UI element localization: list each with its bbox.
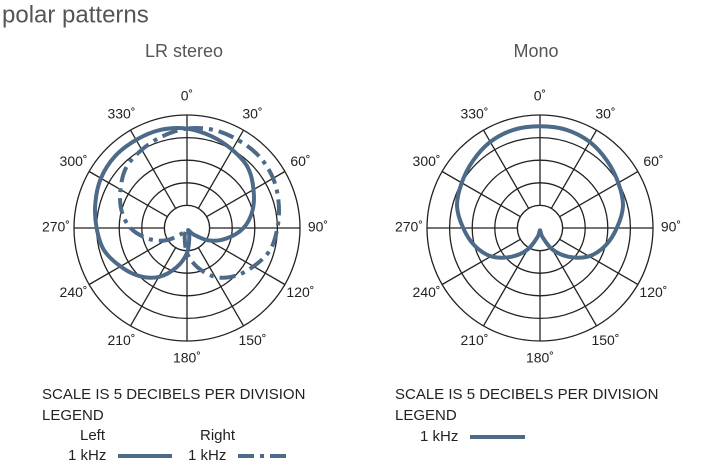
- grid-spoke: [129, 247, 177, 327]
- angle-label: 150˚: [591, 332, 619, 348]
- angle-label: 270˚: [395, 219, 423, 235]
- grid-spoke: [441, 238, 521, 286]
- legend-label: 1 kHz: [68, 447, 106, 464]
- grid-spoke: [197, 247, 245, 327]
- angle-label: 300˚: [60, 153, 88, 169]
- legend-name: Right: [200, 427, 236, 444]
- angle-label: 330˚: [107, 105, 135, 121]
- angle-label: 120˚: [286, 284, 314, 300]
- legend-name: Left: [80, 427, 106, 444]
- grid-spoke: [482, 247, 530, 327]
- grid-spoke: [559, 170, 639, 218]
- angle-label: 0˚: [534, 88, 546, 104]
- polar-curve: [118, 125, 282, 280]
- grid-spoke: [559, 238, 639, 286]
- angle-label: 30˚: [595, 105, 615, 121]
- angle-label: 0˚: [181, 88, 193, 104]
- chart-title: Mono: [513, 41, 558, 61]
- legend-title: LEGEND: [395, 407, 457, 424]
- polar-curve: [454, 124, 626, 260]
- angle-label: 180˚: [173, 350, 201, 366]
- angle-label: 60˚: [290, 153, 310, 169]
- angle-label: 60˚: [643, 153, 663, 169]
- angle-label: 180˚: [526, 350, 554, 366]
- legend-title: LEGEND: [42, 407, 104, 424]
- grid-spoke: [550, 247, 598, 327]
- grid-spoke: [441, 170, 521, 218]
- angle-label: 240˚: [413, 284, 441, 300]
- angle-label: 150˚: [238, 332, 266, 348]
- grid-spoke: [88, 238, 168, 286]
- angle-label: 30˚: [242, 105, 262, 121]
- angle-label: 270˚: [42, 219, 70, 235]
- angle-label: 210˚: [460, 332, 488, 348]
- angle-label: 210˚: [107, 332, 135, 348]
- polar-curve: [92, 125, 256, 280]
- page-title: polar patterns: [2, 1, 149, 28]
- grid-ring: [516, 204, 564, 252]
- angle-label: 120˚: [639, 284, 667, 300]
- grid-spoke: [206, 238, 286, 286]
- grid-spoke: [129, 129, 177, 209]
- legend-label: 1 kHz: [188, 447, 226, 464]
- angle-label: 300˚: [413, 153, 441, 169]
- legend-name: 1 kHz: [420, 428, 458, 445]
- angle-label: 240˚: [60, 284, 88, 300]
- chart-title: LR stereo: [145, 41, 223, 61]
- angle-label: 90˚: [308, 219, 328, 235]
- scale-note: SCALE IS 5 DECIBELS PER DIVISION: [42, 386, 305, 403]
- angle-label: 90˚: [661, 219, 681, 235]
- scale-note: SCALE IS 5 DECIBELS PER DIVISION: [395, 386, 658, 403]
- grid-spoke: [197, 129, 245, 209]
- angle-label: 330˚: [460, 105, 488, 121]
